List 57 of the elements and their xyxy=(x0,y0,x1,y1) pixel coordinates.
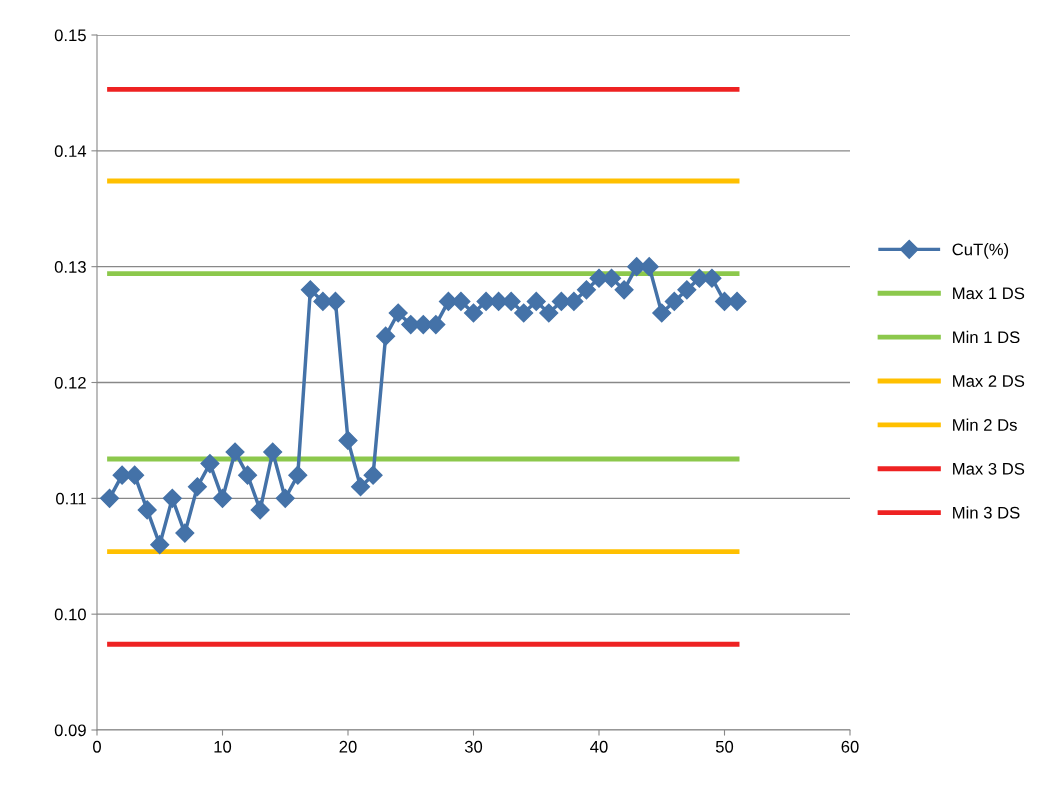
y-tick-label: 0.14 xyxy=(54,145,87,158)
x-tick-label: 10 xyxy=(214,740,232,753)
point xyxy=(426,315,446,335)
x-tick-label: 20 xyxy=(339,740,357,753)
point xyxy=(451,291,471,311)
point xyxy=(162,488,182,508)
legend-label: Max 1 DS xyxy=(953,287,1025,300)
point xyxy=(175,523,195,543)
point xyxy=(463,303,484,323)
point xyxy=(225,442,245,462)
point xyxy=(275,488,295,508)
y-tick-label: 0.11 xyxy=(56,492,86,505)
point xyxy=(300,280,320,300)
point xyxy=(602,268,622,288)
point xyxy=(263,442,283,462)
point xyxy=(539,303,559,323)
point xyxy=(137,500,157,520)
point xyxy=(150,535,170,555)
legend-label: Min 3 DS xyxy=(953,506,1020,519)
y-tick-label: 0.10 xyxy=(54,608,86,621)
x-tick-label: 0 xyxy=(93,740,101,753)
point xyxy=(363,465,383,485)
y-tick-label: 0.12 xyxy=(54,376,86,389)
legend-label: Min 1 DS xyxy=(953,330,1020,344)
point xyxy=(338,430,358,450)
x-tick-label: 40 xyxy=(590,740,608,753)
y-tick-label: 0.09 xyxy=(54,724,86,737)
point xyxy=(212,488,233,508)
point xyxy=(727,291,747,311)
point xyxy=(125,465,145,485)
point xyxy=(100,488,120,508)
point xyxy=(702,268,722,288)
y-tick-label: 0.13 xyxy=(54,261,86,273)
legend-label: Max 3 DS xyxy=(953,462,1025,475)
point xyxy=(288,465,308,485)
legend-label: Min 2 Ds xyxy=(953,418,1017,431)
x-tick-label: 30 xyxy=(464,740,483,753)
point xyxy=(200,454,220,474)
point xyxy=(526,291,546,311)
point xyxy=(614,280,634,300)
point xyxy=(351,477,371,497)
point xyxy=(238,465,258,485)
point xyxy=(376,326,396,346)
legend-label: Max 2 DS xyxy=(953,375,1025,387)
point xyxy=(388,303,408,323)
point xyxy=(576,280,596,300)
y-tick-label: 0.15 xyxy=(54,29,86,42)
point xyxy=(664,291,684,311)
point xyxy=(677,280,697,300)
x-tick-label: 50 xyxy=(715,740,734,753)
point xyxy=(564,291,584,311)
point xyxy=(187,477,207,497)
x-tick-label: 60 xyxy=(841,740,859,753)
point xyxy=(514,303,534,323)
point xyxy=(250,500,270,520)
legend-label: CuT(%) xyxy=(952,243,1009,259)
point xyxy=(652,303,672,323)
